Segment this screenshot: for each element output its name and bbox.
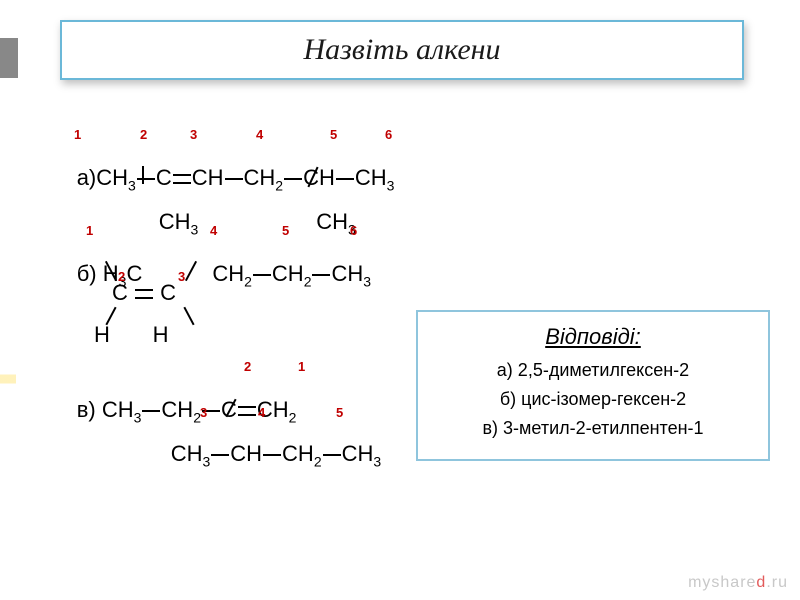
carbon-number: 1 [298, 360, 305, 375]
page-title: Назвіть алкени [303, 33, 500, 67]
answer-item: б) цис-ізомер-гексен-2 [428, 389, 758, 410]
watermark: myshared.ru [688, 574, 788, 592]
watermark-text: .ru [766, 574, 788, 591]
formula-line: C C [112, 280, 176, 305]
answers-panel: Відповіді: а) 2,5-диметилгексен-2 б) цис… [416, 310, 770, 461]
watermark-accent: d [756, 574, 766, 591]
formula-line: б) H3CCH2CH2CH3 [40, 236, 371, 315]
answer-item: а) 2,5-диметилгексен-2 [428, 360, 758, 381]
answer-item: в) 3-метил-2-етилпентен-1 [428, 418, 758, 439]
side-stripe-highlight [0, 368, 16, 390]
formula-label: а) [77, 165, 97, 190]
side-stripe [0, 38, 18, 78]
title-container: Назвіть алкени [60, 20, 744, 80]
watermark-text: myshare [688, 574, 756, 591]
formula-line: H H [94, 322, 169, 347]
formula-label: б) [77, 261, 97, 286]
formula-label: в) [77, 397, 96, 422]
carbon-number: 3 [178, 270, 185, 285]
formula-line: CH3CHCH2CH3 [134, 416, 381, 495]
answers-title: Відповіді: [428, 324, 758, 350]
